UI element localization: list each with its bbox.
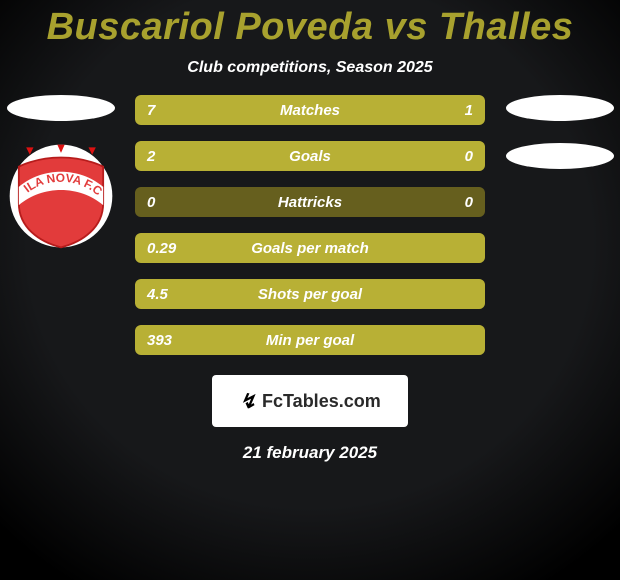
- stat-row-hattricks: 0Hattricks0: [135, 187, 485, 217]
- stat-value-right: 0: [465, 187, 473, 217]
- stat-row-matches: 7Matches1: [135, 95, 485, 125]
- left-side-column: VILA NOVA F.C.: [6, 95, 116, 251]
- right-pill-placeholder-2: [506, 143, 614, 169]
- player1-name: Buscariol Poveda: [47, 6, 374, 48]
- fctables-text: FcTables.com: [262, 391, 381, 412]
- player2-name: Thalles: [439, 6, 573, 48]
- footer-date: 21 february 2025: [243, 443, 377, 463]
- stat-row-shots-per-goal: 4.5Shots per goal: [135, 279, 485, 309]
- right-side-column: [506, 95, 614, 169]
- fctables-icon: ↯: [239, 389, 256, 414]
- stat-value-right: 1: [465, 95, 473, 125]
- subtitle: Club competitions, Season 2025: [187, 59, 432, 77]
- stat-row-goals: 2Goals0: [135, 141, 485, 171]
- stat-label: Matches: [135, 95, 485, 125]
- stat-label: Goals: [135, 141, 485, 171]
- right-pill-placeholder-1: [506, 95, 614, 121]
- stat-row-goals-per-match: 0.29Goals per match: [135, 233, 485, 263]
- stat-value-right: 0: [465, 141, 473, 171]
- title-vs: vs: [385, 6, 428, 48]
- stat-label: Shots per goal: [135, 279, 485, 309]
- stat-row-min-per-goal: 393Min per goal: [135, 325, 485, 355]
- page-title: Buscariol Poveda vs Thalles: [47, 6, 574, 49]
- left-pill-placeholder: [7, 95, 115, 121]
- stat-label: Goals per match: [135, 233, 485, 263]
- stat-label: Min per goal: [135, 325, 485, 355]
- comparison-bars: 7Matches12Goals00Hattricks00.29Goals per…: [135, 95, 485, 371]
- left-club-badge: VILA NOVA F.C.: [6, 141, 116, 251]
- fctables-badge: ↯ FcTables.com: [212, 375, 408, 427]
- stat-label: Hattricks: [135, 187, 485, 217]
